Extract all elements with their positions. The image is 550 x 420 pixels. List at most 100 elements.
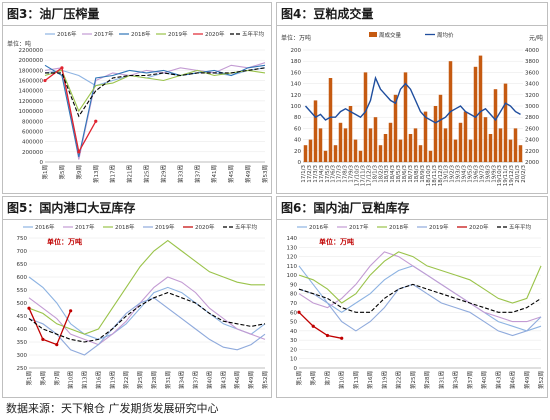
bar <box>443 128 448 162</box>
legend-label: 2018年 <box>115 223 135 231</box>
x-tick-label: 18/2/3 <box>378 164 384 182</box>
series-line-五年平均 <box>298 283 542 313</box>
x-tick-label: 第46周 <box>509 371 517 389</box>
bar <box>363 72 368 162</box>
panel-mill-meal-stock: 图6：国内油厂豆粕库存 2016年 2017年 2018年 2019年 2020年 五年平… <box>276 196 548 398</box>
y-tick-label: 800000 <box>22 119 43 125</box>
series-point-2020 <box>340 336 344 340</box>
series-point-2020 <box>55 343 59 347</box>
bar <box>508 139 513 162</box>
y-tick-label: 500 <box>17 301 28 307</box>
y-tick-label: 200000 <box>22 150 43 156</box>
y-tick-label-left: 80 <box>294 115 301 121</box>
x-tick-label: 第13周 <box>92 165 100 183</box>
x-tick-label: 第33周 <box>176 165 184 183</box>
x-tick-label: 第21周 <box>126 165 134 183</box>
y-axis-unit: 单位：万吨 <box>319 237 354 246</box>
bar <box>413 128 418 162</box>
legend-label: 2020年 <box>205 30 225 38</box>
y-tick-label-left: 60 <box>294 126 301 132</box>
x-tick-label: 19/1/3 <box>444 164 450 182</box>
series-point-2020 <box>311 324 315 328</box>
y-tick-label: 750 <box>17 236 28 242</box>
panel-port-soy-stock: 图5：国内港口大豆库存 2016年 2017年 2018年 2019年 2020年 五年平… <box>2 196 272 398</box>
series-line-2018年 <box>44 64 266 158</box>
legend-label: 五年平均 <box>235 223 258 231</box>
x-tick-label: 18/12/3 <box>438 165 444 187</box>
y-tick-label: 2000000 <box>19 58 44 64</box>
x-tick-label: 19/7/3 <box>479 164 485 182</box>
y-tick-label-right: 2200 <box>525 149 539 155</box>
y-tick-label: 700 <box>17 249 28 255</box>
y-tick-label-right: 2000 <box>525 160 539 166</box>
bar <box>478 55 483 162</box>
x-tick-label: 第49周 <box>244 165 252 183</box>
bar <box>468 139 473 162</box>
x-tick-label: 第31周 <box>164 371 172 389</box>
bar <box>473 66 478 162</box>
bar <box>313 100 318 162</box>
x-tick-label: 18/5/3 <box>396 164 402 182</box>
y-tick-label-left: 140 <box>291 82 302 88</box>
x-tick-label: 18/9/3 <box>420 164 426 182</box>
series-point-2020 <box>297 310 301 314</box>
y-tick-label: 350 <box>17 340 28 346</box>
bar <box>333 145 338 162</box>
series-line-2016年 <box>28 276 266 340</box>
y-tick-label-left: 20 <box>294 149 301 155</box>
y-tick-label-left: 120 <box>291 93 302 99</box>
y-axis-unit: 单位：万吨 <box>47 237 82 246</box>
bar <box>483 117 488 162</box>
series-line-五年平均 <box>28 292 266 343</box>
x-tick-label: 第28周 <box>150 371 158 389</box>
y-tick-label: 100 <box>287 273 298 279</box>
x-tick-label: 第19周 <box>108 371 116 389</box>
bar <box>358 150 363 162</box>
x-tick-label: 19/12/3 <box>509 164 515 186</box>
legend-label: 2017年 <box>75 223 95 231</box>
x-tick-label: 第9周 <box>75 165 83 180</box>
bar <box>493 89 498 162</box>
x-tick-label: 17/3/3 <box>313 164 319 182</box>
x-tick-label: 17/6/3 <box>331 164 337 182</box>
y-tick-label-left: 180 <box>291 59 302 65</box>
legend-label: 2019年 <box>155 223 175 231</box>
bar <box>428 150 433 162</box>
y-tick-label: 40 <box>290 329 297 335</box>
chart-area: 2016年 2017年 2018年 2019年 2020年 五年平均 单位：吨 0 200000… <box>3 25 271 193</box>
x-tick-label: 第25周 <box>136 371 144 389</box>
series-line-2020年 <box>44 66 97 154</box>
x-tick-label: 19/6/3 <box>473 164 479 182</box>
series-point-2020 <box>94 119 98 123</box>
y-tick-label: 450 <box>17 314 28 320</box>
bar <box>503 83 508 162</box>
x-tick-label: 19/5/3 <box>467 164 473 182</box>
y-tick-label: 600 <box>17 275 28 281</box>
bar <box>403 72 408 162</box>
y-axis-unit-right: 元/吨 <box>529 34 543 42</box>
x-tick-label: 第1周 <box>41 165 49 180</box>
series-line-2018年 <box>298 251 542 304</box>
series-line-2017年 <box>28 276 266 346</box>
x-tick-label: 第34周 <box>452 371 460 389</box>
x-tick-label: 第5周 <box>58 165 66 180</box>
series-point-2020 <box>325 333 330 338</box>
series-point-2020 <box>60 66 64 70</box>
y-tick-label: 550 <box>17 288 28 294</box>
bar <box>328 78 333 162</box>
bar <box>518 145 523 162</box>
x-tick-label: 第13周 <box>81 371 89 389</box>
y-tick-label-right: 3400 <box>525 82 539 88</box>
panel-title: 图6：国内油厂豆粕库存 <box>281 201 410 215</box>
y-tick-label: 80 <box>290 292 297 298</box>
data-source-note: 数据来源：天下粮仓 广发期货发展研究中心 <box>6 402 219 415</box>
y-tick-label: 1800000 <box>19 68 44 74</box>
x-tick-label: 第37周 <box>466 371 474 389</box>
x-tick-label: 第28周 <box>423 371 431 389</box>
y-tick-label-right: 3000 <box>525 104 539 110</box>
y-tick-label: 400 <box>17 327 28 333</box>
x-tick-label: 第46周 <box>233 371 241 389</box>
bar <box>323 150 328 162</box>
x-tick-label: 第1周 <box>295 371 303 386</box>
